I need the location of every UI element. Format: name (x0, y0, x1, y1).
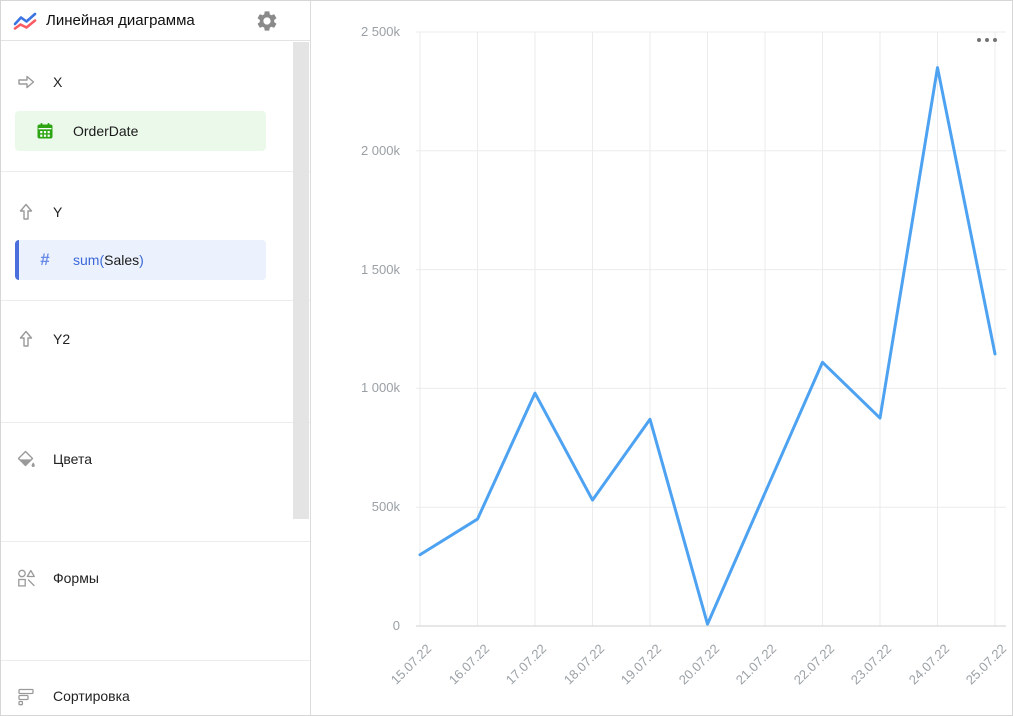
measure-accent-bar (15, 240, 19, 280)
shapes-icon (18, 569, 35, 587)
section-colors-label: Цвета (53, 451, 92, 467)
chart-type-title: Линейная диаграмма (46, 12, 195, 29)
section-sorting-dropzone[interactable]: Сортировка (1, 661, 310, 715)
y-axis-tick-label: 1 000k (360, 380, 400, 396)
section-y2-label: Y2 (53, 331, 71, 347)
section-sorting-label: Сортировка (53, 688, 130, 704)
field-chip-orderdate[interactable]: OrderDate (15, 111, 266, 151)
section-shapes-label: Формы (53, 570, 99, 586)
y-axis-tick-label: 2 500k (360, 24, 400, 39)
section-y2-dropzone[interactable]: Y2 (1, 301, 310, 423)
arrow-right-icon (18, 75, 35, 89)
section-y-label: Y (53, 204, 63, 220)
arrow-up-icon (19, 330, 33, 347)
number-field-icon: # (40, 250, 50, 269)
field-chip-label: OrderDate (73, 123, 139, 139)
gear-icon[interactable] (255, 9, 279, 33)
arrow-up-icon (19, 203, 33, 220)
y-axis-tick-label: 500k (371, 499, 400, 515)
section-shapes-dropzone[interactable]: Формы (1, 542, 310, 661)
series-line-sum(Sales) (418, 66, 997, 626)
field-chip-label: sum(Sales) (73, 252, 144, 268)
field-chip-sum-sales[interactable]: # sum(Sales) (15, 240, 266, 280)
section-x-dropzone[interactable]: X OrderDate (1, 41, 310, 172)
paint-fill-icon (17, 450, 35, 467)
y-axis-tick-label: 2 000k (360, 142, 400, 158)
calendar-icon (37, 123, 53, 139)
sidebar-scrollbar-thumb[interactable] (293, 42, 309, 519)
sort-icon (18, 688, 34, 706)
section-y-dropzone[interactable]: Y # sum(Sales) (1, 172, 310, 301)
line-chart-type-icon (13, 12, 37, 30)
y-axis-tick-label: 1 500k (360, 261, 400, 277)
sidebar-header: Линейная диаграмма (1, 1, 310, 41)
section-colors-dropzone[interactable]: Цвета (1, 423, 310, 542)
chart-plot (416, 31, 1006, 627)
y-axis-tick-label: 0 (392, 618, 400, 633)
field-config-sidebar: Линейная диаграмма X (1, 1, 311, 715)
section-x-label: X (53, 74, 63, 90)
line-chart-widget: 0 500k 1 000k 1 500k 2 000k 2 500k 15.07.22 16… (311, 1, 1012, 715)
chart-menu-ellipsis-icon[interactable] (977, 34, 1003, 46)
